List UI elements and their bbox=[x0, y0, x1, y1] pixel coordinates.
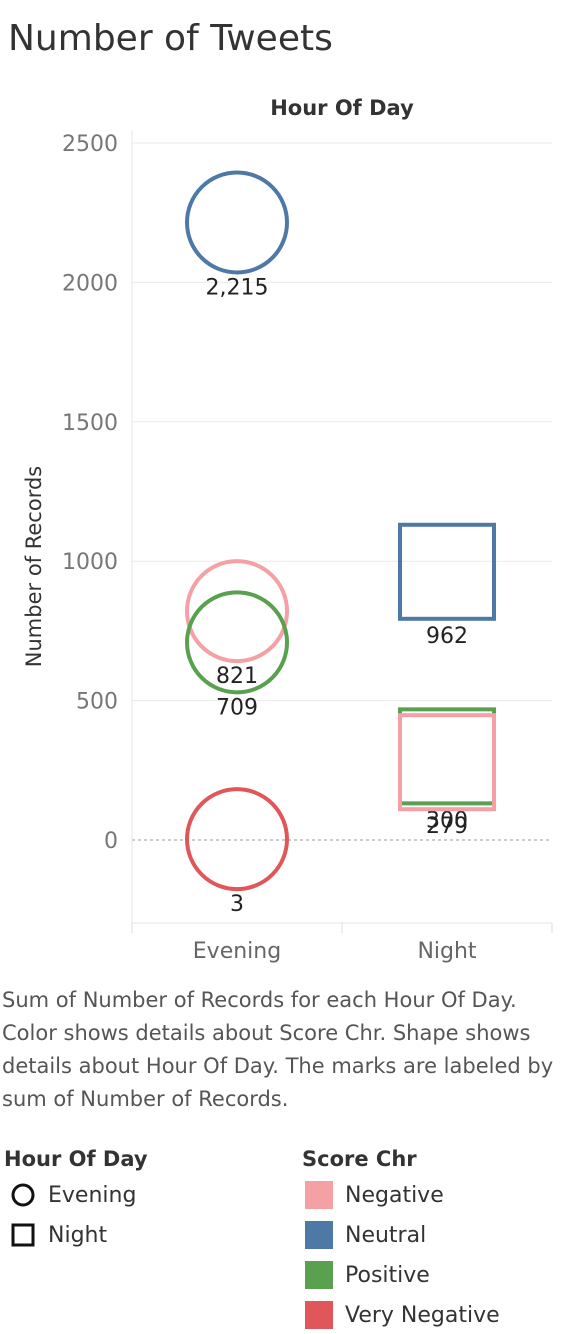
data-label: 962 bbox=[426, 624, 468, 649]
data-label: 279 bbox=[426, 814, 468, 839]
color-swatch bbox=[305, 1221, 333, 1249]
data-label: 3 bbox=[230, 892, 244, 917]
legend-item-evening[interactable]: Evening bbox=[10, 1180, 136, 1210]
legend-item-positive[interactable]: Positive bbox=[305, 1260, 430, 1290]
color-legend-title: Score Chr bbox=[302, 1147, 417, 1171]
chart-title: Number of Tweets bbox=[8, 18, 333, 59]
legend-label: Night bbox=[48, 1222, 108, 1248]
legend-label: Positive bbox=[345, 1262, 430, 1288]
mark-circle bbox=[185, 559, 289, 664]
legend-item-very-negative[interactable]: Very Negative bbox=[305, 1300, 500, 1330]
color-swatch bbox=[305, 1301, 333, 1329]
mark-square bbox=[398, 713, 496, 812]
y-tick-label: 0 bbox=[104, 829, 118, 854]
y-tick-label: 2500 bbox=[62, 132, 118, 157]
circle-icon bbox=[11, 1183, 35, 1207]
y-tick-label: 500 bbox=[76, 690, 118, 715]
mark-circle bbox=[185, 170, 289, 275]
mark-circle bbox=[185, 787, 289, 892]
column-header: Hour Of Day bbox=[270, 96, 414, 120]
legend-item-night[interactable]: Night bbox=[10, 1220, 107, 1250]
y-axis-title: Number of Records bbox=[22, 466, 46, 667]
legend-label: Very Negative bbox=[345, 1302, 500, 1328]
mark-circle bbox=[185, 590, 289, 695]
y-tick-label: 1500 bbox=[62, 411, 118, 436]
x-tick-label: Evening bbox=[193, 939, 281, 964]
mark-square bbox=[398, 522, 496, 621]
y-tick-label: 2000 bbox=[62, 271, 118, 296]
legend-label: Evening bbox=[48, 1182, 137, 1208]
legend-label: Neutral bbox=[345, 1222, 427, 1248]
data-label: 300 bbox=[426, 808, 468, 833]
color-swatch bbox=[305, 1181, 333, 1209]
x-tick-label: Night bbox=[417, 939, 476, 964]
chart-caption: Sum of Number of Records for each Hour O… bbox=[2, 988, 554, 1111]
square-icon bbox=[11, 1223, 35, 1247]
data-label: 709 bbox=[216, 695, 258, 720]
mark-square bbox=[398, 707, 496, 806]
data-label: 821 bbox=[216, 664, 258, 689]
legend-item-neutral[interactable]: Neutral bbox=[305, 1220, 426, 1250]
color-swatch bbox=[305, 1261, 333, 1289]
y-tick-label: 1000 bbox=[62, 550, 118, 575]
legend-item-negative[interactable]: Negative bbox=[305, 1180, 444, 1210]
scatter-chart: Hour Of Day Number of Records 0 500 1000 1500… bbox=[22, 96, 553, 964]
legend-label: Negative bbox=[345, 1182, 444, 1208]
shape-legend-title: Hour Of Day bbox=[4, 1147, 148, 1171]
data-label: 2,215 bbox=[206, 275, 269, 300]
